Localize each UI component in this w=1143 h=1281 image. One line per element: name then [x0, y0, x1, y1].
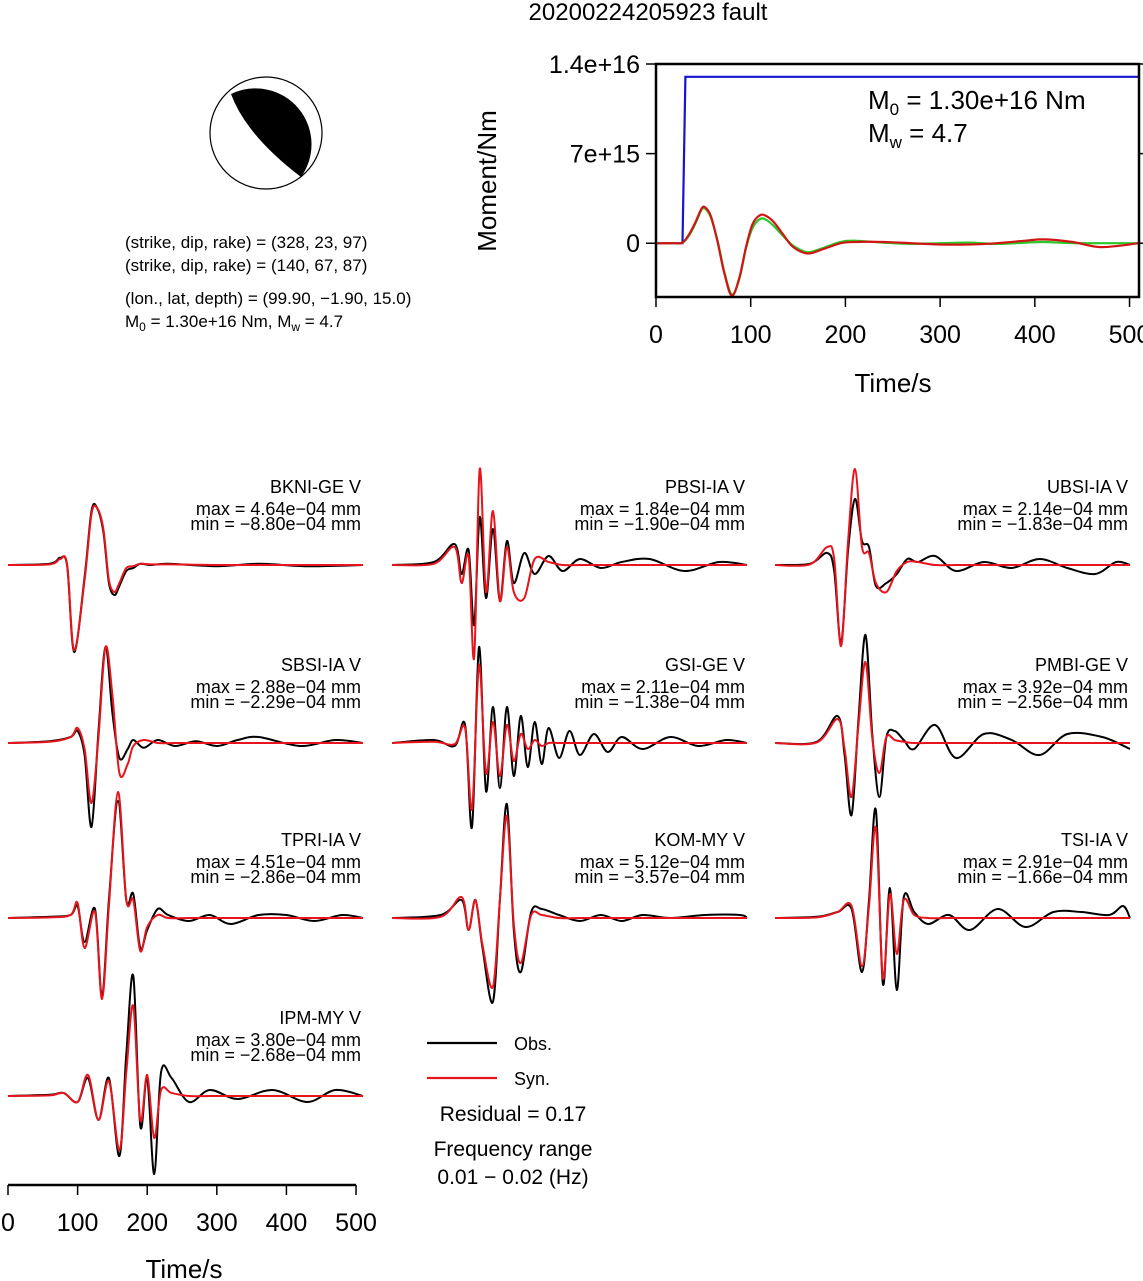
moment-magnitude-text: M0 = 1.30e+16 Nm, Mw = 4.7	[125, 312, 343, 334]
location-text: (lon., lat, depth) = (99.90, −1.90, 15.0…	[125, 289, 411, 308]
frequency-range-title: Frequency range	[434, 1138, 593, 1161]
moment-xlabel: Time/s	[854, 368, 931, 398]
synthetic-trace	[774, 825, 1130, 980]
station-min: min = −3.57e−04 mm	[574, 867, 745, 887]
waveform-xlabel: Time/s	[145, 1254, 222, 1281]
moment-ytick-label: 7e+15	[570, 141, 640, 169]
observed-trace	[391, 645, 748, 829]
synthetic-trace	[7, 645, 363, 805]
station-name: SBSI-IA V	[281, 655, 361, 675]
station-name: BKNI-GE V	[270, 477, 361, 497]
synthetic-trace	[391, 814, 747, 989]
station-name: KOM-MY V	[654, 830, 745, 850]
figure-title: 20200224205923 fault	[529, 0, 768, 26]
plane1-text: (strike, dip, rake) = (328, 23, 97)	[125, 233, 367, 252]
station-max: max = 1.84e−04 mm	[580, 499, 745, 519]
plane2-text: (strike, dip, rake) = (140, 67, 87)	[125, 256, 367, 275]
moment-xtick-label: 500	[1109, 321, 1143, 349]
station-max: max = 4.64e−04 mm	[196, 499, 361, 519]
waveform-xtick-label: 100	[57, 1209, 99, 1237]
station-min: min = −1.90e−04 mm	[574, 514, 745, 534]
station-name: TPRI-IA V	[281, 830, 361, 850]
station-name: UBSI-IA V	[1047, 477, 1128, 497]
station-min: min = −1.83e−04 mm	[957, 514, 1128, 534]
synthetic-trace	[391, 467, 747, 661]
frequency-range-value: 0.01 − 0.02 (Hz)	[437, 1166, 588, 1189]
legend-obs-label: Obs.	[514, 1034, 552, 1054]
moment-xtick-label: 300	[919, 321, 961, 349]
beachball	[209, 76, 323, 190]
synthetic-trace	[774, 467, 1130, 648]
moment-xtick-label: 0	[649, 321, 663, 349]
waveform-xtick-label: 300	[196, 1209, 238, 1237]
station-min: min = −8.80e−04 mm	[190, 514, 361, 534]
moment-rate-chart: 0 100 200 300 400 500 0 7e+15 1.4e+16 M0 = 1.30e…	[472, 51, 1143, 398]
moment-plot-frame	[654, 62, 1141, 299]
moment-m0-label: M0 = 1.30e+16 Nm	[868, 85, 1086, 119]
station-max: max = 2.88e−04 mm	[196, 677, 361, 697]
station-max: max = 3.80e−04 mm	[196, 1030, 361, 1050]
station-name: PBSI-IA V	[665, 477, 745, 497]
legend-syn-label: Syn.	[514, 1069, 550, 1089]
moment-mw-label: Mw = 4.7	[868, 118, 968, 152]
station-max: max = 2.11e−04 mm	[581, 677, 745, 697]
station-min: min = −2.29e−04 mm	[190, 692, 361, 712]
station-name: IPM-MY V	[279, 1008, 361, 1028]
waveform-xtick-label: 200	[126, 1209, 168, 1237]
waveform-xtick-label: 0	[1, 1209, 15, 1237]
station-min: min = −1.38e−04 mm	[574, 692, 745, 712]
synthetic-trace	[7, 504, 363, 652]
observed-trace	[7, 973, 364, 1176]
station-min: min = −2.68e−04 mm	[190, 1045, 361, 1065]
station-max: max = 5.12e−04 mm	[580, 852, 745, 872]
moment-series-source_b	[655, 205, 1140, 297]
station-max: max = 2.91e−04 mm	[963, 852, 1128, 872]
station-name: GSI-GE V	[665, 655, 745, 675]
station-name: PMBI-GE V	[1035, 655, 1128, 675]
station-max: max = 2.14e−04 mm	[963, 499, 1128, 519]
station-min: min = −2.86e−04 mm	[190, 867, 361, 887]
waveform-xtick-label: 400	[266, 1209, 308, 1237]
synthetic-trace	[7, 1004, 363, 1152]
moment-xtick-label: 200	[825, 321, 867, 349]
moment-series	[655, 75, 1140, 297]
legend: Obs. Syn. Residual = 0.17 Frequency rang…	[427, 1034, 592, 1189]
moment-xtick-label: 100	[730, 321, 772, 349]
station-min: min = −2.56e−04 mm	[957, 692, 1128, 712]
moment-ylabel: Moment/Nm	[472, 110, 502, 252]
station-min: min = −1.66e−04 mm	[957, 867, 1128, 887]
moment-axis-ticks: 0 100 200 300 400 500 0 7e+15 1.4e+16	[549, 51, 1143, 349]
moment-ytick-label: 1.4e+16	[549, 51, 640, 79]
moment-ytick-label: 0	[626, 230, 640, 258]
station-max: max = 4.51e−04 mm	[196, 852, 361, 872]
moment-xtick-label: 400	[1014, 321, 1056, 349]
station-max: max = 3.92e−04 mm	[963, 677, 1128, 697]
moment-series-source_a	[655, 206, 1139, 296]
station-name: TSI-IA V	[1061, 830, 1128, 850]
observed-trace	[774, 807, 1131, 992]
waveform-xtick-label: 500	[335, 1209, 377, 1237]
observed-trace	[774, 633, 1131, 817]
residual-text: Residual = 0.17	[440, 1103, 587, 1126]
synthetic-trace	[391, 663, 747, 811]
synthetic-trace	[774, 660, 1130, 799]
beachball-compressional-quadrant	[231, 88, 312, 177]
waveform-time-axis: Time/s 0 100 200 300 400 500	[1, 1183, 377, 1281]
synthetic-trace	[7, 790, 363, 1001]
